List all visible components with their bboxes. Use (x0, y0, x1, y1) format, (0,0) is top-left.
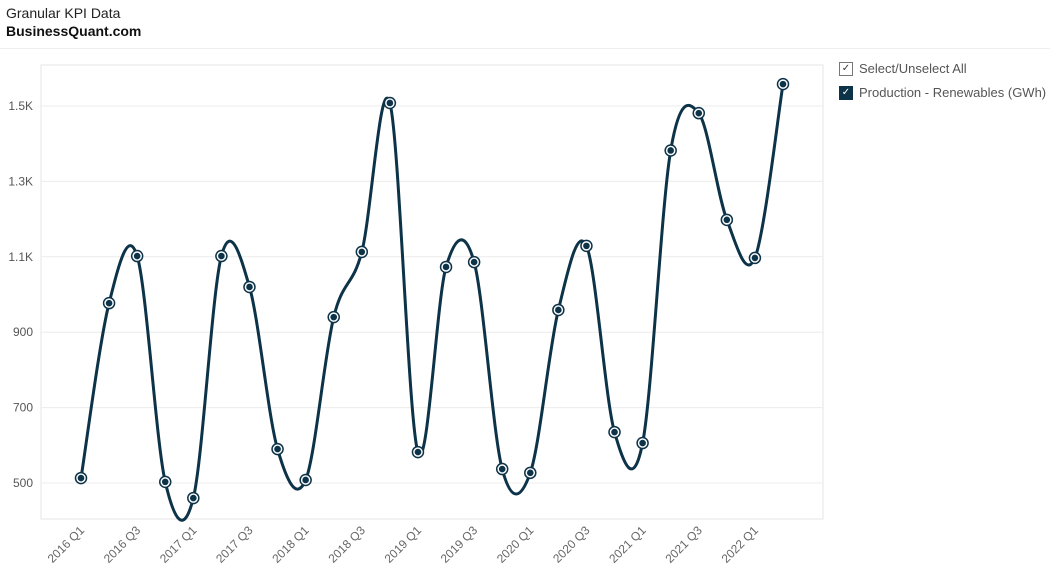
plot-area (40, 64, 824, 520)
divider (0, 48, 1050, 49)
data-point-core (105, 299, 113, 307)
data-point-core (639, 439, 646, 447)
data-point-core (77, 474, 85, 482)
y-tick-label: 900 (13, 325, 33, 339)
data-point-core (751, 254, 759, 262)
select-all-label: Select/Unselect All (859, 61, 967, 76)
data-point-core (358, 248, 366, 256)
source-label: BusinessQuant.com (6, 23, 142, 39)
y-tick-label: 1.3K (8, 174, 33, 188)
page-title: Granular KPI Data (6, 5, 121, 21)
data-point-core (218, 252, 225, 260)
x-tick-label: 2022 Q1 (719, 523, 762, 566)
data-point-core (779, 80, 787, 88)
x-tick-label: 2020 Q1 (494, 523, 537, 566)
data-point-core (274, 445, 281, 453)
data-point-core (611, 428, 618, 436)
series-line (79, 83, 785, 522)
data-point-core (246, 283, 253, 291)
x-tick-label: 2016 Q3 (101, 523, 144, 566)
x-tick-label: 2019 Q1 (382, 523, 425, 566)
data-point-core (498, 465, 506, 473)
data-point-core (302, 476, 309, 484)
x-tick-label: 2017 Q1 (157, 523, 200, 566)
x-tick-label: 2017 Q3 (213, 523, 256, 566)
legend-label: Production - Renewables (GWh) (859, 85, 1047, 100)
x-tick-label: 2021 Q1 (606, 523, 649, 566)
x-tick-label: 2020 Q3 (550, 523, 593, 566)
data-point-core (414, 448, 422, 456)
data-point-core (667, 147, 674, 154)
x-tick-label: 2018 Q1 (269, 523, 312, 566)
y-tick-label: 1.1K (8, 250, 33, 264)
header: Granular KPI Data BusinessQuant.com (6, 5, 141, 39)
data-point-core (695, 109, 703, 117)
data-point-core (386, 99, 394, 107)
y-tick-label: 1.5K (8, 99, 33, 113)
data-point-core (723, 216, 731, 224)
data-point-core (470, 258, 478, 266)
checkbox-icon[interactable]: ✓ (839, 61, 853, 76)
data-point-core (555, 306, 562, 314)
data-point-core (583, 242, 590, 250)
data-point-core (442, 263, 450, 271)
y-tick-label: 700 (13, 401, 33, 415)
y-tick-label: 500 (13, 476, 33, 490)
data-point-core (161, 478, 169, 486)
data-point-core (526, 469, 534, 477)
x-tick-label: 2018 Q3 (325, 523, 368, 566)
checkbox-checked-icon[interactable]: ✓ (839, 85, 853, 100)
data-point-core (190, 494, 197, 502)
data-point-core (330, 313, 338, 321)
x-tick-label: 2021 Q3 (662, 523, 705, 566)
legend-item-series[interactable]: ✓ Production - Renewables (GWh) (839, 85, 1046, 100)
x-tick-label: 2019 Q3 (438, 523, 481, 566)
select-all-toggle[interactable]: ✓ Select/Unselect All (839, 61, 967, 76)
x-tick-label: 2016 Q1 (45, 523, 88, 566)
data-point-core (133, 252, 141, 260)
